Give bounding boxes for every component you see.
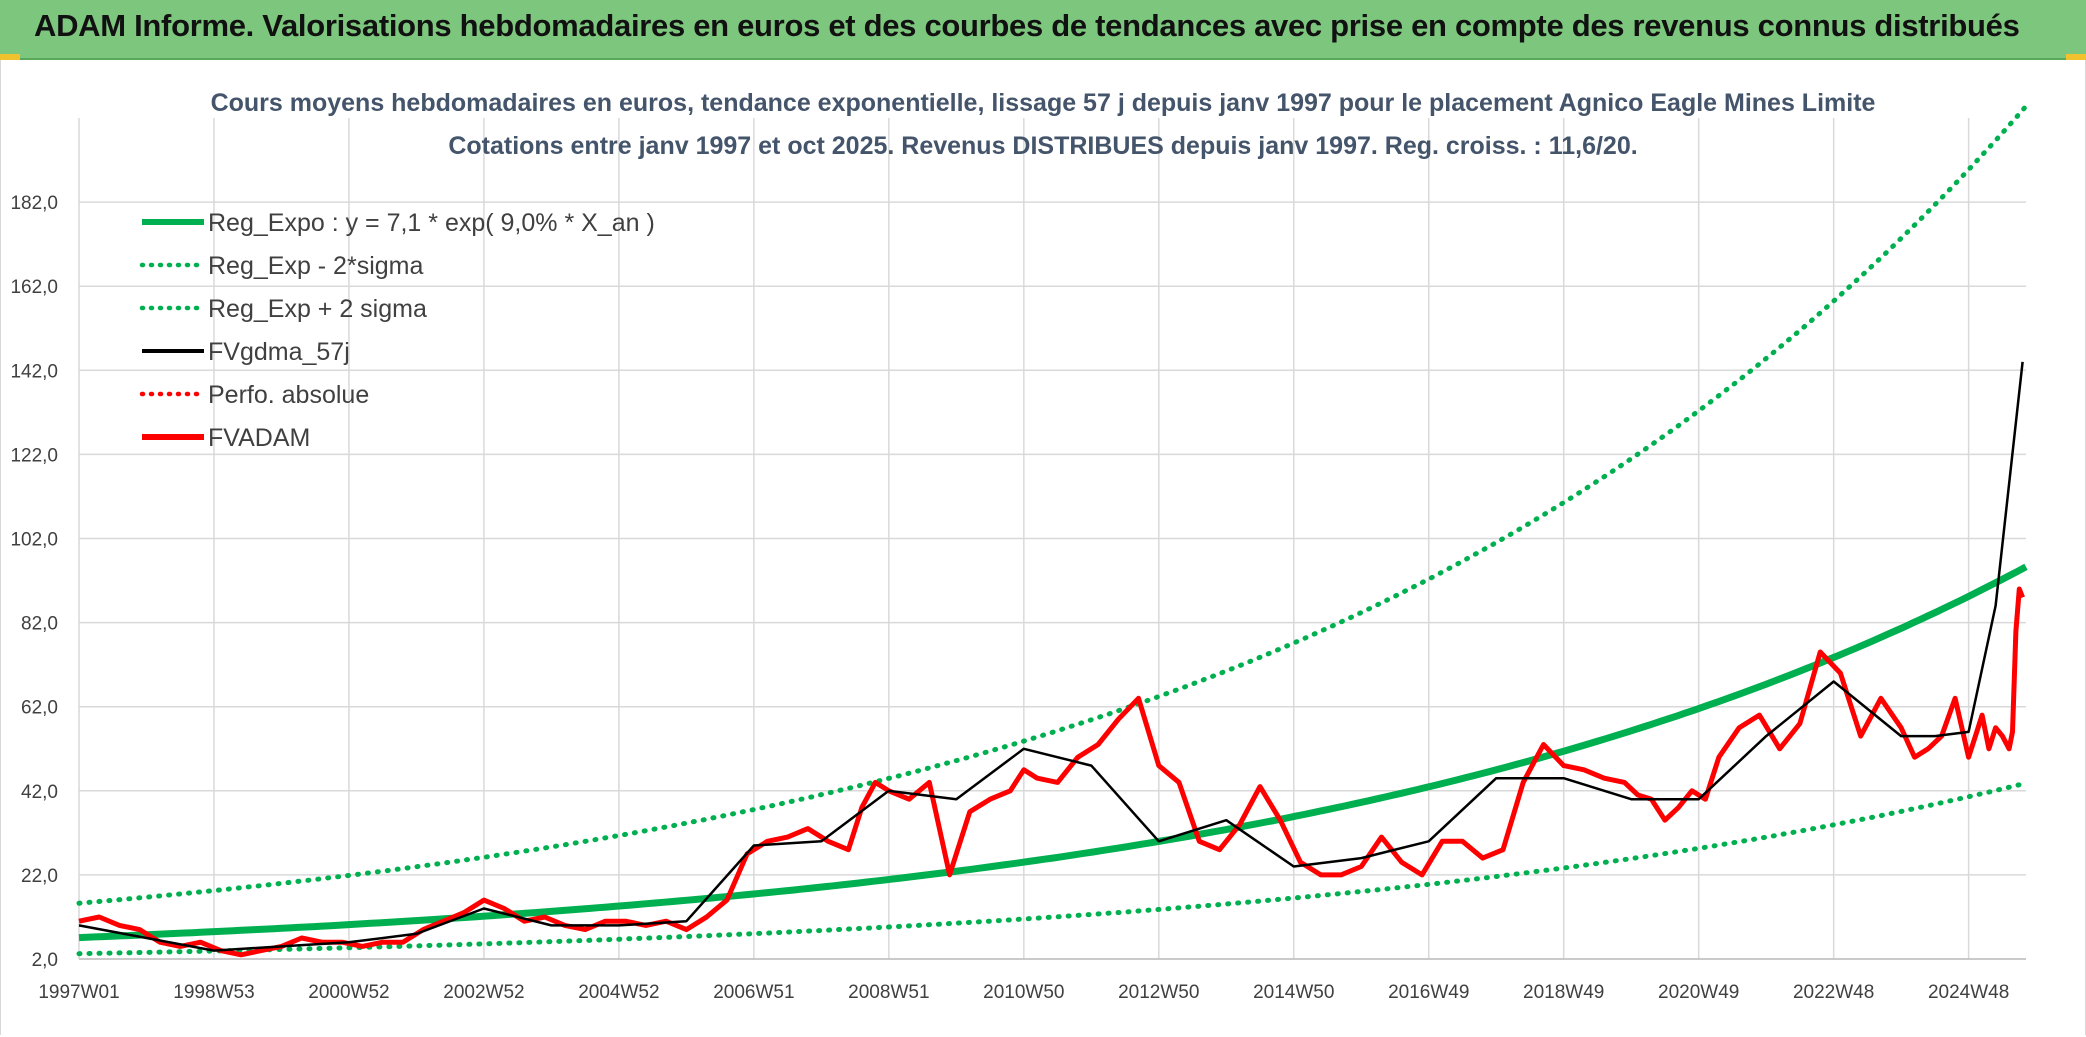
x-tick-label: 1997W01 xyxy=(38,982,119,1003)
y-tick-label: 182,0 xyxy=(10,193,58,214)
legend-label: FVgdma_57j xyxy=(208,338,350,366)
chart-grid xyxy=(78,118,2026,960)
x-tick-label: 2014W50 xyxy=(1253,982,1334,1003)
corner-accent-right xyxy=(2066,54,2086,60)
series-lines xyxy=(76,103,2029,958)
legend-label: FVADAM xyxy=(208,424,310,452)
x-tick-label: 2012W50 xyxy=(1118,982,1199,1003)
y-tick-label: 162,0 xyxy=(10,277,58,298)
reg-exp-minus-2sigma-line xyxy=(76,780,2029,957)
reg-exp-plus-2sigma-line xyxy=(76,103,2029,906)
x-tick-label: 2008W51 xyxy=(848,982,929,1003)
y-tick-label: 22,0 xyxy=(21,866,58,887)
fvadam-line xyxy=(78,586,2025,958)
x-tick-label: 2018W49 xyxy=(1523,982,1604,1003)
y-tick-label: 2,0 xyxy=(32,950,58,971)
report-banner: ADAM Informe. Valorisations hebdomadaire… xyxy=(0,0,2086,60)
x-tick-label: 2006W51 xyxy=(713,982,794,1003)
legend-label: Reg_Expo : y = 7,1 * exp( 9,0% * X_an ) xyxy=(208,209,655,237)
y-tick-label: 122,0 xyxy=(10,445,58,466)
x-tick-label: 2016W49 xyxy=(1388,982,1469,1003)
y-tick-label: 102,0 xyxy=(10,530,58,551)
x-tick-label: 2002W52 xyxy=(443,982,524,1003)
x-tick-label: 2010W50 xyxy=(983,982,1064,1003)
legend-label: Reg_Exp - 2*sigma xyxy=(208,252,423,280)
x-tick-label: 2000W52 xyxy=(308,982,389,1003)
legend-label: Reg_Exp + 2 sigma xyxy=(208,295,427,323)
y-tick-label: 142,0 xyxy=(10,361,58,382)
x-tick-label: 2024W48 xyxy=(1928,982,2009,1003)
x-tick-label: 1998W53 xyxy=(173,982,254,1003)
legend-label: Perfo. absolue xyxy=(208,381,369,409)
corner-accent-left xyxy=(0,54,20,60)
x-tick-label: 2004W52 xyxy=(578,982,659,1003)
chart-subtitle: Cotations entre janv 1997 et oct 2025. R… xyxy=(448,132,1637,160)
y-tick-label: 62,0 xyxy=(21,698,58,719)
y-tick-label: 42,0 xyxy=(21,782,58,803)
x-tick-label: 2022W48 xyxy=(1793,982,1874,1003)
fvgdma-57j-line xyxy=(78,361,2024,952)
y-tick-label: 82,0 xyxy=(21,614,58,635)
chart-title: Cours moyens hebdomadaires en euros, ten… xyxy=(211,89,1876,117)
y-axis-ticks: 2,0 22,0 42,0 62,0 82,0 102,0 122,0 142,0 162,0 1… xyxy=(10,193,58,971)
reg-expo-line xyxy=(78,563,2028,942)
chart-legend: Reg_Expo : y = 7,1 * exp( 9,0% * X_an ) R… xyxy=(139,209,655,452)
report-title: ADAM Informe. Valorisations hebdomadaire… xyxy=(34,8,2020,43)
x-tick-label: 2020W49 xyxy=(1658,982,1739,1003)
x-axis-ticks: 1997W01 1998W53 2000W52 2002W52 2004W52 2006W… xyxy=(38,982,2009,1003)
